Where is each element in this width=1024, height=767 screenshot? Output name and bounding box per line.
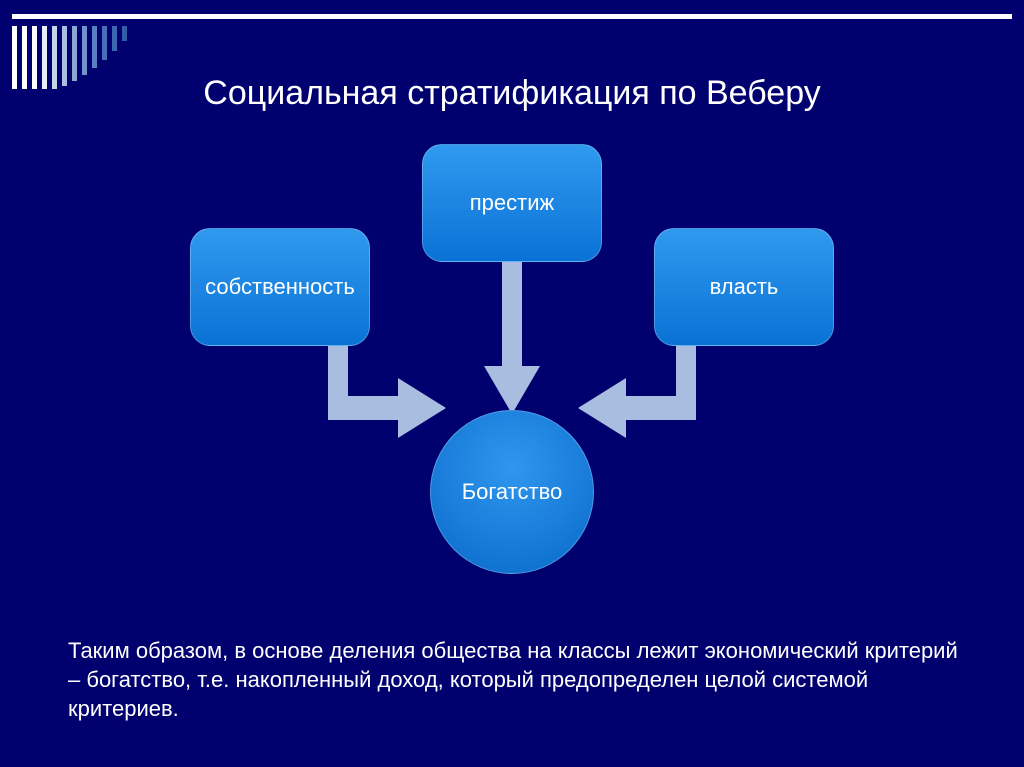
node-property: собственность [190, 228, 370, 346]
node-power: власть [654, 228, 834, 346]
node-prestige: престиж [422, 144, 602, 262]
arrow-top [482, 262, 542, 416]
footer-text: Таким образом, в основе деления общества… [68, 636, 964, 723]
node-label: собственность [205, 274, 355, 300]
arrow-right [576, 346, 696, 466]
node-label: Богатство [462, 479, 563, 505]
slide-title: Социальная стратификация по Веберу [0, 74, 1024, 113]
arrow-left [328, 346, 448, 466]
node-label: престиж [470, 190, 554, 216]
node-label: власть [710, 274, 779, 300]
top-rule [12, 14, 1012, 19]
node-wealth: Богатство [430, 410, 594, 574]
diagram: престиж собственность власть Богатство [0, 130, 1024, 590]
